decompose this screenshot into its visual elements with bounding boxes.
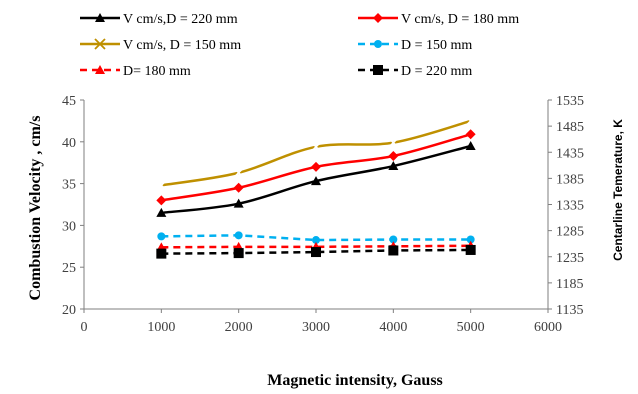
x-tick-label: 5000 [457,320,485,335]
x-tick-label: 6000 [534,320,562,335]
data-point-circle [389,235,398,244]
data-point-circle [157,232,166,241]
legend-x-marker [94,38,106,50]
data-point-circle [312,236,320,245]
data-point-square [233,248,244,259]
legend-label: D= 180 mm [123,64,191,79]
legend-label: D = 220 mm [401,64,472,79]
legend-square-marker [373,65,383,75]
y-right-tick-label: 1135 [556,303,583,318]
y-left-tick-label: 35 [62,178,76,193]
x-tick-label: 3000 [302,320,330,335]
series-line-2 [161,119,472,187]
y-axis-title-right: Centarline Temerature, K [611,119,625,261]
data-point-diamond [311,161,321,172]
legend-triangle-marker [95,13,105,22]
y-left-tick-label: 45 [62,94,76,109]
plot-series [156,116,476,259]
data-point-x [156,180,166,190]
series-line-5 [161,248,471,255]
data-point-diamond [156,195,167,206]
data-point-square [388,245,399,256]
data-point-x [388,138,398,148]
y-right-tick-label: 1235 [556,251,584,266]
data-point-triangle [311,176,321,186]
legend-triangle-marker [95,65,105,74]
y-right-tick-label: 1535 [556,94,584,109]
data-point-diamond [388,151,399,162]
legend-item-d-220: D = 220 mm [358,64,472,79]
legend-item-v-220: V cm/s,D = 220 mm [80,12,238,27]
data-point-square [465,244,476,255]
data-point-triangle [465,140,476,150]
y-left-tick-label: 40 [62,136,76,151]
legend-diamond-marker [373,13,383,23]
y-right-tick-label: 1385 [556,172,584,187]
legend-item-v-150: V cm/s, D = 150 mm [80,38,241,53]
legend-label: V cm/s, D = 180 mm [401,12,519,27]
legend-item-d-180: D= 180 mm [80,64,191,79]
y-right-tick-label: 1285 [556,225,584,240]
data-point-square [311,247,321,258]
x-tick-label: 0 [81,320,88,335]
data-point-x [466,116,476,126]
x-tick-label: 2000 [225,320,253,335]
legend-item-v-180: V cm/s, D = 180 mm [358,12,519,27]
data-point-diamond [465,129,476,140]
legend-item-d-150: D = 150 mm [358,38,472,53]
series-line-3 [161,234,471,242]
data-point-triangle [233,198,244,208]
series-line-4 [161,244,471,249]
y-axis-title-left: Combustion Velocity , cm/s [27,116,44,301]
legend: V cm/s,D = 220 mm V cm/s, D = 180 mm V c… [80,12,519,79]
y-left-tick-label: 20 [62,303,76,318]
data-point-x [311,142,321,152]
y-right-tick-label: 1185 [556,277,583,292]
data-point-circle [466,235,475,244]
data-point-triangle [156,207,167,217]
axes: 0 1000 2000 3000 4000 5000 6000 20 25 30 35 40 45 113… [62,94,584,335]
x-axis-title: Magnetic intensity, Gauss [267,372,443,389]
legend-label: D = 150 mm [401,38,472,53]
data-point-circle [234,231,243,240]
y-left-tick-label: 30 [62,219,76,234]
y-right-tick-label: 1435 [556,146,584,161]
legend-circle-marker [374,40,382,48]
x-tick-label: 4000 [379,320,407,335]
data-point-x [234,168,244,178]
y-right-tick-label: 1335 [556,199,584,214]
data-point-square [156,248,167,259]
y-left-tick-label: 25 [62,261,76,276]
data-point-triangle [388,161,399,171]
legend-label: V cm/s, D = 150 mm [123,38,241,53]
legend-label: V cm/s,D = 220 mm [123,12,238,27]
data-point-diamond [233,182,244,193]
x-tick-label: 1000 [147,320,175,335]
y-right-tick-label: 1485 [556,120,584,135]
